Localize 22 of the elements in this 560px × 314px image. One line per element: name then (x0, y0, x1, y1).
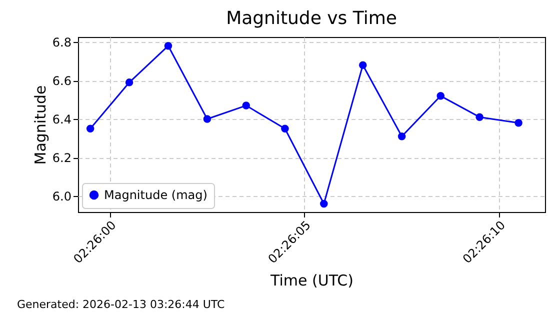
y-axis-title: Magnitude (31, 85, 50, 165)
y-tick-label: 6.0 (52, 190, 72, 204)
point (358, 61, 367, 69)
x-axis-title: Time (UTC) (270, 271, 354, 290)
point (281, 124, 289, 133)
y-tick-label: 6.4 (52, 112, 72, 127)
point (514, 119, 522, 127)
text: Generated: 2026-02-13 03:26:44 UTC (17, 298, 225, 311)
point (164, 42, 172, 50)
y-tick-label: 6.6 (52, 74, 72, 88)
point (436, 92, 444, 100)
point (398, 132, 406, 140)
point (242, 102, 250, 110)
legend-label: Magnitude (mag) (104, 188, 208, 202)
y-tick-label: 6.8 (52, 36, 72, 50)
point (476, 113, 484, 121)
point (320, 200, 328, 208)
point (125, 78, 134, 86)
chart-title: Magnitude vs Time (226, 8, 397, 30)
y-tick-label: 6.2 (52, 151, 72, 166)
point (86, 124, 94, 133)
point (203, 115, 212, 123)
